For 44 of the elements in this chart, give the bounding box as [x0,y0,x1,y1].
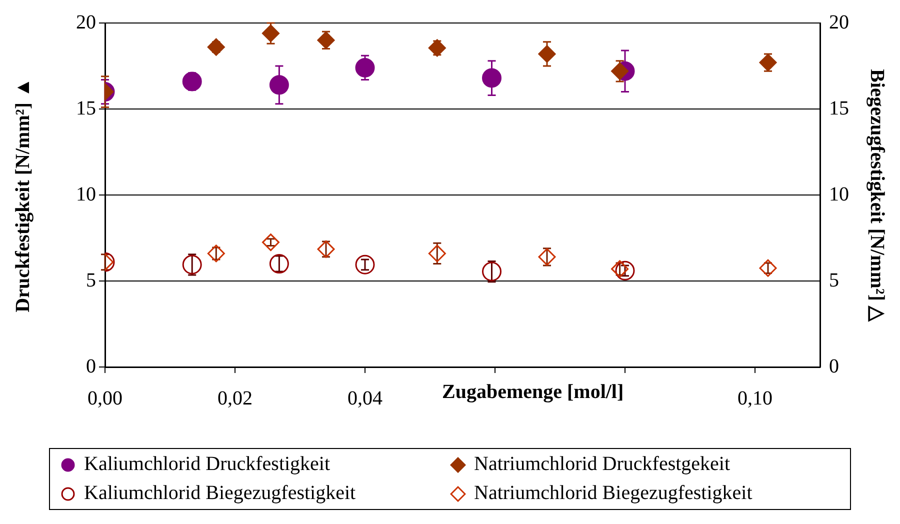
point [269,75,289,95]
y-tick-label: 20 [76,11,96,34]
point [611,260,629,278]
point [182,72,202,92]
point [759,54,777,72]
point [538,45,556,63]
x-axis-title: Zugabemenge [mol/l] [438,381,628,404]
point [182,254,202,274]
y2-tick-label: 20 [829,11,849,34]
point [355,58,375,78]
point [262,24,280,42]
point [428,39,446,57]
point [482,262,502,282]
point [615,260,635,280]
point [759,259,777,277]
point [269,254,289,274]
y-tick-label: 15 [76,97,96,120]
point [611,62,629,80]
legend-label: Natriumchlorid Biegezugfestigkeit [474,482,752,505]
y-tick-label: 10 [76,183,96,206]
x-tick-label: 0,10 [738,387,772,410]
y2-tick-label: 5 [829,269,839,292]
point [355,254,375,274]
point [538,248,556,266]
y2-axis-title: Biegezugfestigkeit [N/mm²] △ [866,68,888,322]
point [207,38,225,56]
point [317,31,335,49]
legend-label: Kaliumchlorid Druckfestigkeit [84,453,330,476]
y2-tick-label: 0 [829,355,839,378]
y-tick-label: 0 [86,355,96,378]
legend-label: Kaliumchlorid Biegezugfestigkeit [84,482,356,505]
point [317,240,335,258]
x-tick-label: 0,04 [348,387,382,410]
legend-label: Natriumchlorid Druckfestgekeit [474,453,730,476]
point [262,234,280,252]
x-tick-label: 0,00 [88,387,122,410]
y2-tick-label: 10 [829,183,849,206]
point [482,68,502,88]
x-tick-label: 0,02 [218,387,252,410]
y-axis-title: Druckfestigkeit [N/mm²] ▲ [12,78,34,312]
point [428,244,446,262]
y2-tick-label: 15 [829,97,849,120]
point [207,244,225,262]
y-tick-label: 5 [86,269,96,292]
